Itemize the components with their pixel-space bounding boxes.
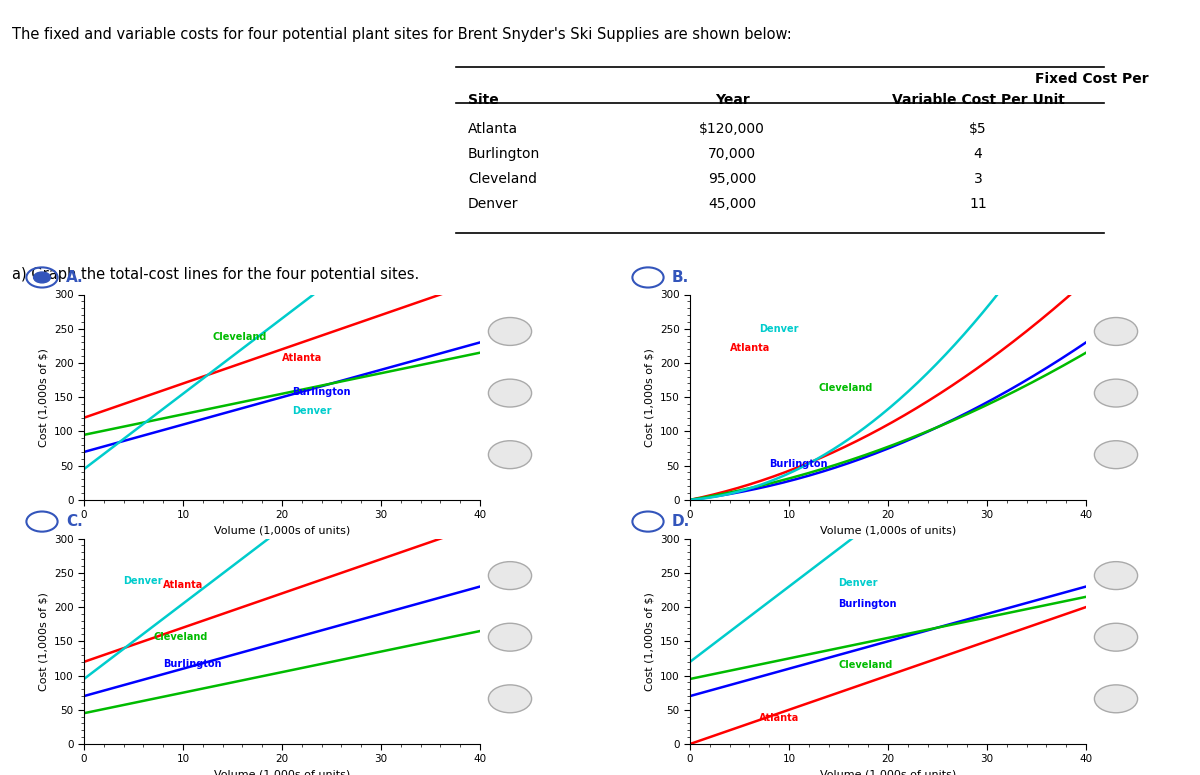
Text: +: + [1111,325,1121,338]
Text: Cleveland: Cleveland [839,660,893,670]
Text: −: − [1110,386,1122,401]
Text: Atlanta: Atlanta [730,343,770,353]
Text: Burlington: Burlington [163,659,222,669]
Text: Fixed Cost Per: Fixed Cost Per [1036,72,1148,86]
Text: Atlanta: Atlanta [760,713,799,723]
Text: Denver: Denver [124,576,163,586]
Y-axis label: Cost (1,000s of $): Cost (1,000s of $) [644,348,654,446]
X-axis label: Volume (1,000s of units): Volume (1,000s of units) [820,770,956,775]
Text: Cleveland: Cleveland [818,384,874,393]
Text: ↗: ↗ [1111,694,1121,704]
Text: Variable Cost Per Unit: Variable Cost Per Unit [892,93,1064,107]
Text: −: − [504,386,516,401]
Text: Cleveland: Cleveland [468,172,538,186]
Text: Burlington: Burlington [292,388,350,398]
Text: C.: C. [66,514,83,529]
Text: Burlington: Burlington [468,147,540,161]
Text: 95,000: 95,000 [708,172,756,186]
Text: +: + [505,569,515,582]
X-axis label: Volume (1,000s of units): Volume (1,000s of units) [820,526,956,536]
Text: a) Graph the total-cost lines for the four potential sites.: a) Graph the total-cost lines for the fo… [12,267,419,282]
Text: $120,000: $120,000 [700,122,764,136]
Text: ↗: ↗ [505,449,515,460]
Text: −: − [1110,630,1122,645]
Text: 3: 3 [973,172,983,186]
Y-axis label: Cost (1,000s of $): Cost (1,000s of $) [644,592,654,691]
Y-axis label: Cost (1,000s of $): Cost (1,000s of $) [38,592,48,691]
Y-axis label: Cost (1,000s of $): Cost (1,000s of $) [38,348,48,446]
Text: Burlington: Burlington [769,460,828,470]
X-axis label: Volume (1,000s of units): Volume (1,000s of units) [214,770,350,775]
Text: +: + [505,325,515,338]
Text: Year: Year [715,93,749,107]
Text: −: − [504,630,516,645]
Text: B.: B. [672,270,689,285]
Text: ↗: ↗ [1111,449,1121,460]
Text: Atlanta: Atlanta [163,580,204,591]
Text: Denver: Denver [839,578,878,588]
Text: Atlanta: Atlanta [468,122,518,136]
Text: The fixed and variable costs for four potential plant sites for Brent Snyder's S: The fixed and variable costs for four po… [12,27,792,42]
Text: Burlington: Burlington [839,598,898,608]
Text: D.: D. [672,514,690,529]
X-axis label: Volume (1,000s of units): Volume (1,000s of units) [214,526,350,536]
Text: Denver: Denver [292,406,331,416]
Text: A.: A. [66,270,84,285]
Text: 4: 4 [973,147,983,161]
Text: Cleveland: Cleveland [212,332,268,342]
Text: Denver: Denver [468,197,518,211]
Text: ↗: ↗ [505,694,515,704]
Text: 70,000: 70,000 [708,147,756,161]
Text: +: + [1111,569,1121,582]
Text: $5: $5 [970,122,986,136]
Text: 45,000: 45,000 [708,197,756,211]
Text: Atlanta: Atlanta [282,353,323,363]
Text: Site: Site [468,93,499,107]
Text: 11: 11 [970,197,986,211]
Text: Cleveland: Cleveland [154,632,208,642]
Text: Denver: Denver [760,324,799,334]
